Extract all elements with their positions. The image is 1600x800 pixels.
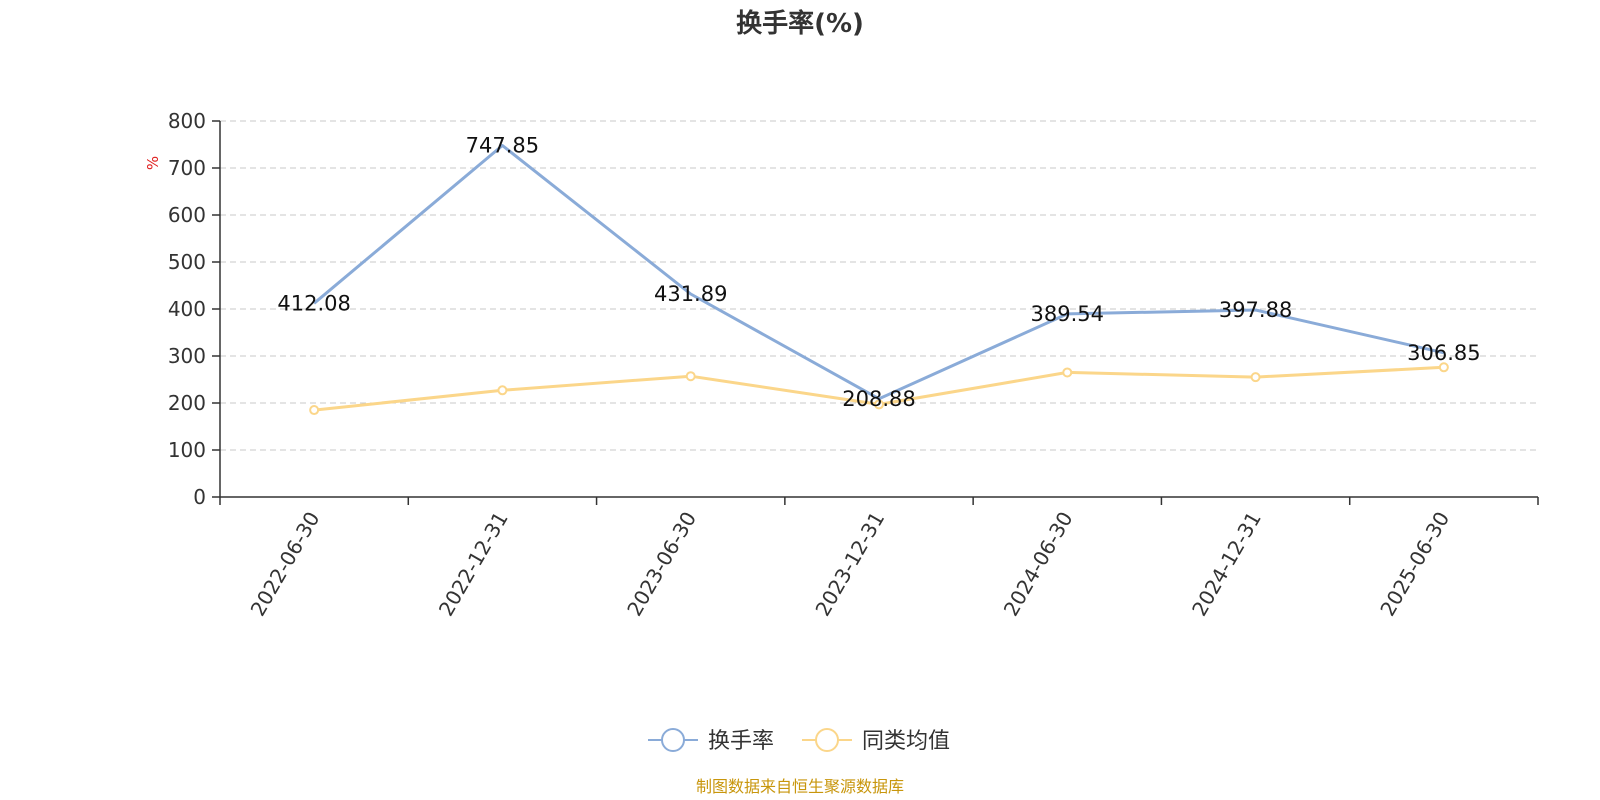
data-labels: 412.08 747.85 431.89 208.88 389.54 397.88 306.… [277,134,1480,411]
y-tick-label: 700 [168,156,206,180]
legend[interactable]: 换手率 同类均值 [648,728,950,754]
data-label: 389.54 [1031,302,1104,326]
y-tick-label: 500 [168,250,206,274]
source-note: 制图数据来自恒生聚源数据库 [696,777,904,796]
axes: 0 100 200 300 400 500 600 700 800 2022-06-30 2022-… [168,109,1539,621]
y-tick-label: 400 [168,297,206,321]
y-tick-label: 800 [168,109,206,133]
y-tick-label: 0 [193,485,206,509]
data-label: 306.85 [1407,341,1480,365]
data-point [1250,372,1261,383]
x-tick-label: 2024-06-30 [999,508,1078,621]
data-label: 208.88 [842,387,915,411]
data-point [309,405,320,416]
legend-marker [661,728,685,752]
data-point [685,371,696,382]
chart-title: 换手率(%) [736,8,864,39]
x-tick-label: 2022-06-30 [246,508,325,621]
legend-label: 换手率 [708,729,774,754]
x-tick-label: 2025-06-30 [1375,508,1454,621]
y-tick-label: 200 [168,391,206,415]
data-label: 431.89 [654,282,727,306]
legend-label: 同类均值 [862,729,950,754]
data-point [1062,367,1073,378]
x-tick-label: 2024-12-31 [1187,508,1266,621]
data-point [874,399,884,410]
data-point [1438,362,1449,373]
x-tick-label: 2023-06-30 [622,508,701,621]
series-lines [309,144,1449,416]
data-label: 412.08 [277,291,350,315]
series-line [313,144,1445,401]
x-tick-label: 2022-12-31 [434,508,513,621]
legend-item[interactable]: 同类均值 [802,728,950,754]
y-tick-label: 600 [168,203,206,227]
y-tick-label: 100 [168,438,206,462]
data-point [497,385,508,396]
y-axis-unit-label: % [144,156,162,170]
legend-marker [815,728,839,752]
y-tick-label: 300 [168,344,206,368]
data-label: 397.88 [1219,298,1292,322]
data-label: 747.85 [466,134,539,158]
legend-item[interactable]: 换手率 [648,728,774,754]
x-tick-label: 2023-12-31 [810,508,889,621]
